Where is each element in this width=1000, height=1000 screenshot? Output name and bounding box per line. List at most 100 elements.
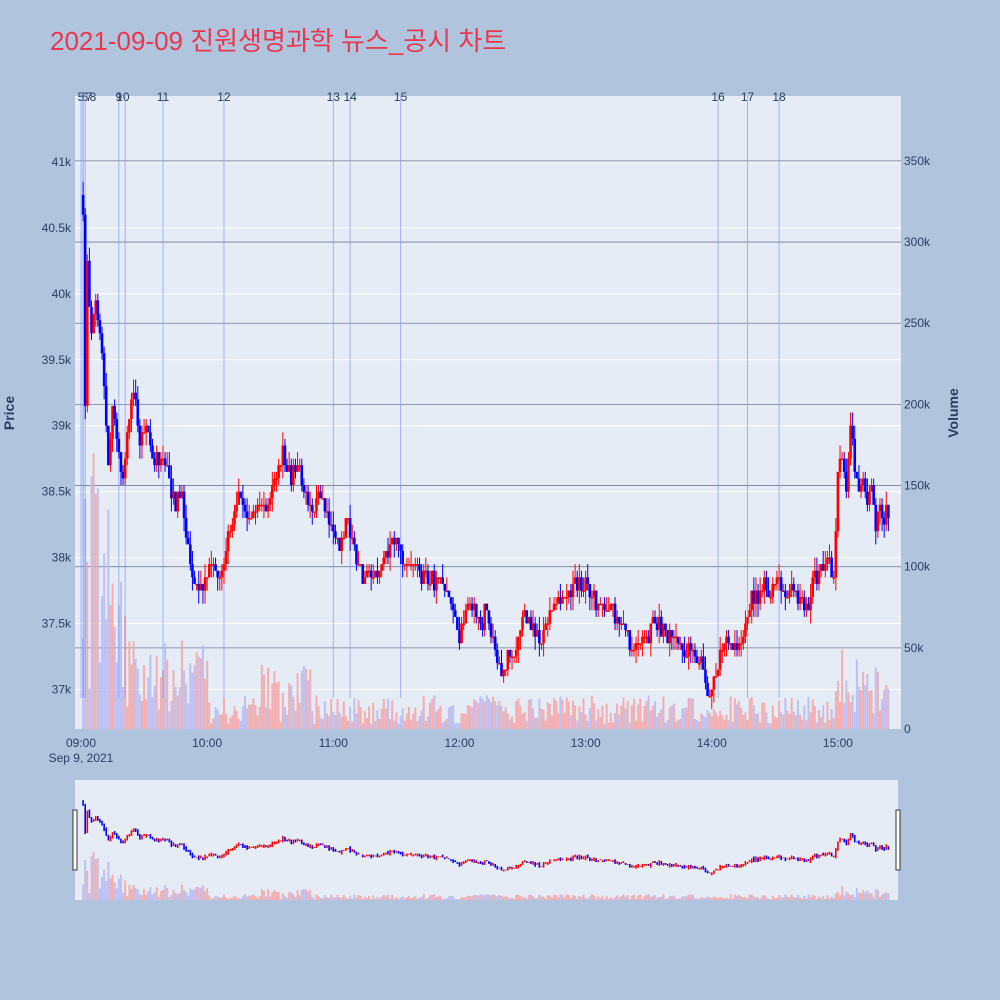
volume-bar <box>870 689 873 729</box>
candle-body <box>441 577 444 584</box>
volume-bar <box>437 708 440 729</box>
volume-bar <box>576 720 579 729</box>
candle-body <box>367 570 371 573</box>
volume-bar <box>292 696 295 729</box>
slider-volume-bar <box>254 895 257 900</box>
candle-body <box>216 570 219 578</box>
volume-bar <box>729 696 732 729</box>
slider-volume-bar <box>784 894 787 900</box>
candle-body <box>437 577 440 579</box>
slider-volume-bar <box>157 896 160 900</box>
slider-volume-bar <box>832 898 835 900</box>
volume-bar <box>746 719 749 729</box>
range-slider-right-handle[interactable] <box>895 809 901 871</box>
slider-volume-bar <box>508 898 511 900</box>
candle-body <box>529 616 533 631</box>
volume-bar <box>567 701 570 729</box>
slider-volume-bar <box>393 898 396 900</box>
candle-body <box>588 583 592 598</box>
slider-volume-bar <box>809 897 812 900</box>
candle-body <box>346 518 350 520</box>
volume-bar <box>864 685 867 729</box>
candle-body <box>416 564 419 566</box>
candle-body <box>220 570 224 578</box>
volume-bar <box>553 698 556 729</box>
volume-tick-label: 100k <box>904 560 931 574</box>
slider-volume-bar <box>836 891 839 900</box>
volume-bar <box>639 698 642 729</box>
slider-volume-bar <box>143 888 146 900</box>
volume-bar <box>670 705 673 729</box>
volume-bar <box>109 604 112 729</box>
slider-volume-bar <box>780 897 783 900</box>
slider-volume-bar <box>557 897 560 900</box>
slider-volume-bar <box>603 899 606 900</box>
volume-bar <box>618 714 621 729</box>
volume-bar <box>822 705 825 729</box>
volume-bar <box>664 722 667 729</box>
candle-body <box>792 583 796 591</box>
volume-bar <box>311 710 314 729</box>
volume-bar <box>519 705 522 729</box>
candle-body <box>479 616 482 624</box>
volume-bar <box>496 705 499 729</box>
candle-body <box>180 491 184 499</box>
volume-bar <box>862 671 865 729</box>
slider-volume-bar <box>378 898 381 900</box>
candle-body <box>159 458 163 466</box>
volume-bar <box>492 696 495 729</box>
main-plot-area[interactable] <box>75 96 901 729</box>
slider-volume-bar <box>193 888 196 900</box>
candle-body <box>710 689 714 697</box>
candle-body <box>641 636 644 644</box>
slider-volume-bar <box>761 895 764 900</box>
candle-body <box>754 590 758 604</box>
candle-body <box>130 399 133 420</box>
slider-volume-bar <box>658 897 661 900</box>
candle-body <box>403 564 407 566</box>
candle-body <box>538 630 541 644</box>
slider-volume-bar <box>216 896 219 900</box>
slider-volume-bar <box>98 888 101 900</box>
candle-body <box>800 597 804 599</box>
slider-volume-bar <box>593 895 596 900</box>
slider-volume-bar <box>870 893 873 900</box>
volume-bar <box>199 658 202 729</box>
volume-bar <box>468 706 471 729</box>
candle-body <box>125 432 129 459</box>
candle-body <box>243 504 247 512</box>
candle-body <box>643 636 646 639</box>
slider-volume-bar <box>391 895 394 900</box>
slider-volume-bar <box>729 894 732 900</box>
volume-bar <box>757 713 760 729</box>
slider-volume-bar <box>246 896 249 900</box>
range-slider[interactable] <box>75 780 898 900</box>
candle-body <box>855 471 859 479</box>
candle-body <box>851 425 854 439</box>
candle-body <box>460 623 463 644</box>
candle-body <box>672 636 676 639</box>
slider-volume-bar <box>147 891 150 900</box>
slider-volume-bar <box>881 894 884 900</box>
volume-bar <box>435 711 438 729</box>
candle-body <box>464 610 468 624</box>
slider-volume-bar <box>853 897 856 900</box>
volume-bar <box>393 720 396 729</box>
volume-bar <box>178 687 181 729</box>
slider-volume-bar <box>351 898 354 900</box>
candle-body <box>666 630 669 644</box>
volume-bar <box>490 702 492 729</box>
slider-volume-bar <box>370 899 373 900</box>
slider-volume-bar <box>201 885 204 900</box>
candle-body <box>224 550 228 565</box>
candle-body <box>430 570 434 584</box>
volume-bar <box>370 723 373 729</box>
candle-body <box>769 597 772 599</box>
volume-bar <box>460 713 463 729</box>
candle-body <box>620 623 623 625</box>
candle-body <box>388 544 392 558</box>
range-slider-left-handle[interactable] <box>72 809 78 871</box>
candle-body <box>83 214 87 406</box>
volume-bar <box>818 709 820 729</box>
slider-volume-bar <box>830 896 833 900</box>
